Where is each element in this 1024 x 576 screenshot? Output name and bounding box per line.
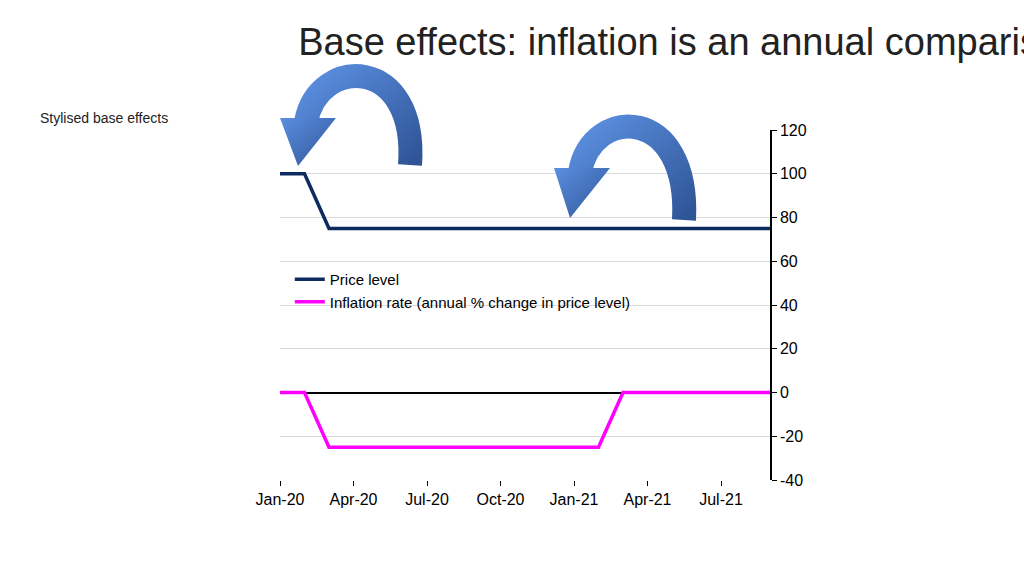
- svg-text:40: 40: [780, 297, 798, 314]
- svg-text:Jul-20: Jul-20: [405, 491, 449, 508]
- svg-text:Oct-20: Oct-20: [476, 491, 524, 508]
- svg-text:Price level: Price level: [330, 271, 399, 288]
- svg-text:-20: -20: [780, 428, 803, 445]
- svg-text:120: 120: [780, 122, 807, 139]
- svg-text:20: 20: [780, 340, 798, 357]
- svg-text:Stylised base effects: Stylised base effects: [40, 110, 168, 126]
- svg-text:Jan-21: Jan-21: [550, 491, 599, 508]
- svg-text:80: 80: [780, 209, 798, 226]
- svg-text:Apr-20: Apr-20: [329, 491, 377, 508]
- svg-text:0: 0: [780, 384, 789, 401]
- svg-text:Jan-20: Jan-20: [256, 491, 305, 508]
- svg-text:-40: -40: [780, 472, 803, 489]
- svg-text:Apr-21: Apr-21: [623, 491, 671, 508]
- svg-text:60: 60: [780, 253, 798, 270]
- svg-text:Jul-21: Jul-21: [699, 491, 743, 508]
- svg-text:Inflation rate (annual % chang: Inflation rate (annual % change in price…: [330, 294, 630, 311]
- svg-text:100: 100: [780, 165, 807, 182]
- svg-text:Base effects: inflation is an: Base effects: inflation is an annual com…: [298, 21, 1024, 63]
